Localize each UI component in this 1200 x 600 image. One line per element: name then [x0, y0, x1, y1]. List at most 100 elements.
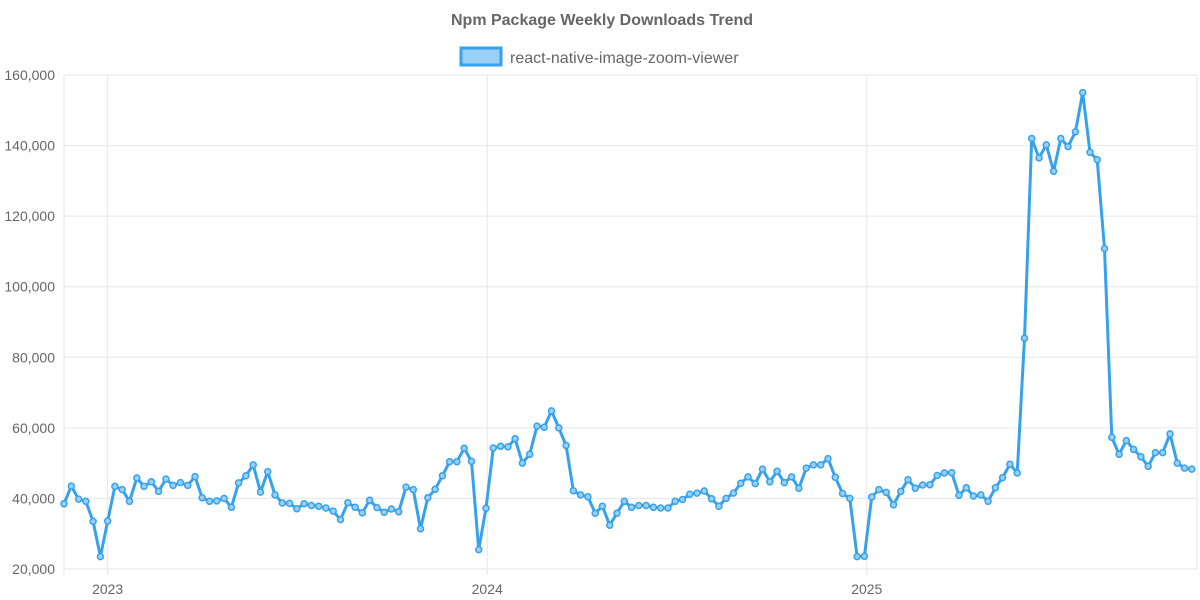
data-point	[162, 475, 170, 483]
data-point	[285, 499, 294, 508]
data-point	[489, 444, 498, 452]
data-point	[176, 478, 185, 487]
data-point	[242, 472, 250, 480]
data-point	[322, 504, 330, 512]
data-point	[715, 502, 723, 510]
data-point	[1078, 88, 1087, 97]
data-point	[722, 494, 730, 503]
data-point	[74, 495, 83, 503]
y-tick-label: 160,000	[4, 67, 55, 83]
data-point	[984, 497, 992, 506]
data-point	[60, 499, 68, 508]
data-point	[831, 473, 840, 482]
data-point	[744, 473, 752, 481]
data-point	[67, 482, 76, 490]
data-point	[824, 454, 832, 463]
y-tick-label: 140,000	[4, 138, 55, 154]
data-point	[1188, 465, 1196, 473]
data-point	[191, 472, 199, 481]
data-point	[809, 461, 818, 469]
data-point	[846, 494, 854, 503]
data-point	[867, 493, 876, 501]
data-point	[314, 502, 323, 510]
x-tick-label: 2024	[472, 581, 503, 597]
data-point	[875, 485, 883, 494]
data-point	[933, 471, 941, 480]
data-point	[1013, 469, 1021, 477]
data-point	[1035, 154, 1043, 162]
data-point	[627, 503, 636, 512]
data-point	[89, 517, 97, 526]
data-point	[897, 487, 905, 496]
data-point	[853, 552, 861, 561]
data-points	[60, 88, 1196, 561]
data-point	[125, 497, 134, 506]
data-point	[409, 485, 418, 494]
data-point	[453, 457, 461, 466]
data-point	[271, 491, 279, 499]
data-point	[947, 468, 956, 477]
data-point	[1115, 450, 1123, 459]
y-tick-label: 60,000	[12, 420, 55, 436]
data-point	[467, 457, 476, 466]
data-point	[591, 509, 599, 517]
data-point	[1086, 148, 1094, 157]
data-point	[911, 484, 920, 492]
data-point	[678, 495, 687, 504]
data-point	[445, 457, 454, 466]
data-point	[518, 459, 527, 467]
data-point	[380, 508, 388, 516]
data-point	[256, 488, 265, 496]
data-point	[1180, 464, 1189, 472]
legend-label[interactable]: react-native-image-zoom-viewer	[510, 50, 739, 67]
data-point	[962, 484, 971, 492]
data-point	[758, 465, 767, 473]
data-point	[307, 501, 316, 510]
y-tick-label: 40,000	[12, 490, 55, 506]
data-point	[344, 498, 352, 507]
data-point	[220, 494, 228, 503]
data-point	[431, 485, 439, 494]
data-point	[300, 499, 308, 508]
data-point	[358, 509, 367, 517]
data-point	[263, 467, 272, 476]
data-point	[773, 467, 781, 476]
chart-title: Npm Package Weekly Downloads Trend	[451, 12, 753, 29]
data-point	[198, 493, 206, 502]
data-point	[154, 487, 163, 496]
data-point	[227, 503, 236, 512]
data-point	[977, 491, 985, 499]
data-point	[133, 474, 141, 482]
data-point	[1137, 453, 1145, 461]
data-point	[955, 491, 963, 500]
y-tick-label: 80,000	[12, 349, 55, 365]
series-react-native-image-zoom-viewer	[60, 88, 1196, 561]
legend[interactable]: react-native-image-zoom-viewer	[459, 46, 739, 67]
data-point	[373, 503, 381, 512]
data-point	[474, 545, 483, 554]
data-point	[576, 491, 585, 499]
data-point	[671, 497, 679, 506]
data-point	[649, 503, 658, 512]
data-point	[533, 422, 541, 430]
data-point	[1064, 142, 1072, 151]
legend-swatch[interactable]	[459, 46, 503, 67]
data-point	[1144, 462, 1152, 471]
data-point	[402, 483, 410, 491]
data-point	[96, 552, 105, 561]
data-point	[693, 489, 701, 497]
data-point	[838, 489, 847, 498]
data-point	[525, 450, 534, 459]
data-point	[293, 504, 301, 513]
data-point	[736, 479, 745, 488]
data-point	[904, 475, 912, 484]
data-point	[1049, 167, 1058, 176]
data-point	[540, 423, 548, 431]
data-point	[991, 484, 1000, 492]
data-point	[460, 444, 468, 453]
data-point	[569, 486, 578, 495]
y-axis: 20,000 40,000 60,000 80,000 100,000 120,000 14…	[4, 67, 55, 577]
data-point	[598, 502, 607, 510]
data-point	[584, 492, 592, 501]
data-point	[802, 464, 810, 472]
